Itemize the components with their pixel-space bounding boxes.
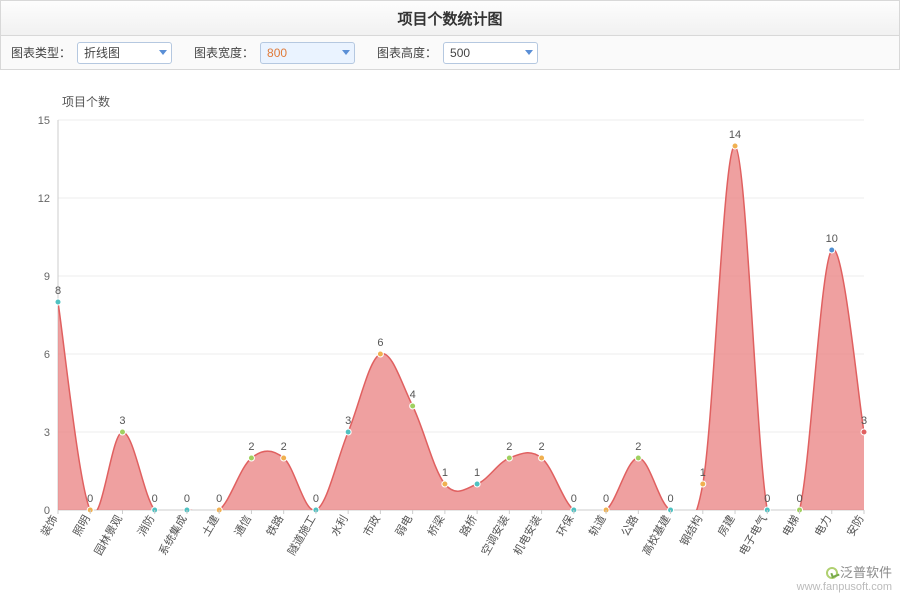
svg-text:0: 0: [603, 493, 609, 505]
svg-text:1: 1: [442, 467, 448, 479]
svg-text:空调安装: 空调安装: [478, 513, 512, 558]
svg-text:消防: 消防: [134, 513, 157, 539]
chart-height-combo[interactable]: 500: [443, 42, 538, 64]
chart-height-label: 图表高度：: [377, 44, 437, 61]
svg-text:钢结构: 钢结构: [677, 513, 706, 549]
svg-text:通信: 通信: [232, 513, 254, 539]
chart-type-combo[interactable]: 折线图: [77, 42, 172, 64]
svg-text:土建: 土建: [199, 513, 222, 539]
svg-text:照明: 照明: [71, 513, 93, 539]
page-title: 项目个数统计图: [0, 0, 900, 36]
svg-text:0: 0: [764, 493, 770, 505]
svg-text:3: 3: [119, 415, 125, 427]
svg-text:1: 1: [474, 467, 480, 479]
svg-text:0: 0: [87, 493, 93, 505]
svg-text:市政: 市政: [360, 513, 383, 539]
svg-text:房建: 房建: [715, 513, 738, 539]
svg-text:12: 12: [38, 193, 50, 205]
svg-text:15: 15: [38, 115, 50, 127]
watermark-url: www.fanpusoft.com: [797, 581, 892, 594]
title-text: 项目个数统计图: [397, 8, 502, 29]
svg-text:6: 6: [44, 349, 50, 361]
svg-text:0: 0: [571, 493, 577, 505]
svg-text:高校基建: 高校基建: [639, 513, 673, 558]
chart-width-label: 图表宽度：: [194, 44, 254, 61]
svg-text:公路: 公路: [619, 513, 641, 539]
svg-text:3: 3: [345, 415, 351, 427]
svg-text:铁路: 铁路: [264, 513, 286, 539]
chevron-down-icon: [159, 50, 167, 55]
svg-text:机电安装: 机电安装: [510, 513, 544, 558]
chart-type-label: 图表类型：: [11, 44, 71, 61]
chart-width-value: 800: [267, 46, 336, 60]
svg-text:3: 3: [861, 415, 867, 427]
svg-text:3: 3: [44, 427, 50, 439]
svg-text:装饰: 装饰: [37, 513, 60, 539]
chart-width-combo[interactable]: 800: [260, 42, 355, 64]
svg-text:8: 8: [55, 285, 61, 297]
svg-text:安防: 安防: [843, 513, 866, 539]
svg-text:系统集成: 系统集成: [155, 513, 189, 558]
svg-text:水利: 水利: [328, 513, 350, 539]
svg-text:弱电: 弱电: [393, 513, 415, 539]
chevron-down-icon: [342, 50, 350, 55]
svg-text:0: 0: [152, 493, 158, 505]
chart-svg: 项目个数036912158030002203641122002011400103…: [16, 80, 884, 590]
svg-text:隧道施工: 隧道施工: [284, 513, 318, 558]
logo-icon: [826, 567, 838, 579]
svg-text:4: 4: [410, 389, 416, 401]
svg-text:0: 0: [313, 493, 319, 505]
svg-text:电梯: 电梯: [780, 513, 802, 539]
svg-text:2: 2: [248, 441, 254, 453]
svg-text:9: 9: [44, 271, 50, 283]
svg-text:项目个数: 项目个数: [62, 94, 110, 109]
svg-text:0: 0: [216, 493, 222, 505]
svg-text:0: 0: [667, 493, 673, 505]
chart-height-value: 500: [450, 46, 519, 60]
svg-text:2: 2: [539, 441, 545, 453]
svg-text:10: 10: [826, 233, 838, 245]
svg-text:1: 1: [700, 467, 706, 479]
chart-width-group: 图表宽度： 800: [194, 42, 355, 64]
svg-text:轨道: 轨道: [586, 513, 609, 539]
svg-text:电子电气: 电子电气: [736, 513, 770, 558]
svg-text:0: 0: [184, 493, 190, 505]
svg-text:6: 6: [377, 337, 383, 349]
svg-text:路桥: 路桥: [457, 513, 479, 539]
chart-area: 项目个数036912158030002203641122002011400103…: [16, 80, 884, 590]
svg-text:2: 2: [281, 441, 287, 453]
chart-type-group: 图表类型： 折线图: [11, 42, 172, 64]
svg-text:0: 0: [796, 493, 802, 505]
chevron-down-icon: [525, 50, 533, 55]
controls-bar: 图表类型： 折线图 图表宽度： 800 图表高度： 500: [0, 36, 900, 70]
svg-text:环保: 环保: [553, 513, 576, 539]
watermark: 泛普软件 www.fanpusoft.com: [797, 565, 892, 594]
svg-text:2: 2: [506, 441, 512, 453]
chart-type-value: 折线图: [84, 44, 153, 61]
svg-text:园林景观: 园林景观: [91, 513, 125, 558]
svg-text:14: 14: [729, 129, 741, 141]
watermark-brand: 泛普软件: [797, 565, 892, 581]
svg-text:桥梁: 桥梁: [424, 513, 447, 539]
svg-text:电力: 电力: [812, 513, 834, 539]
svg-text:2: 2: [635, 441, 641, 453]
chart-height-group: 图表高度： 500: [377, 42, 538, 64]
